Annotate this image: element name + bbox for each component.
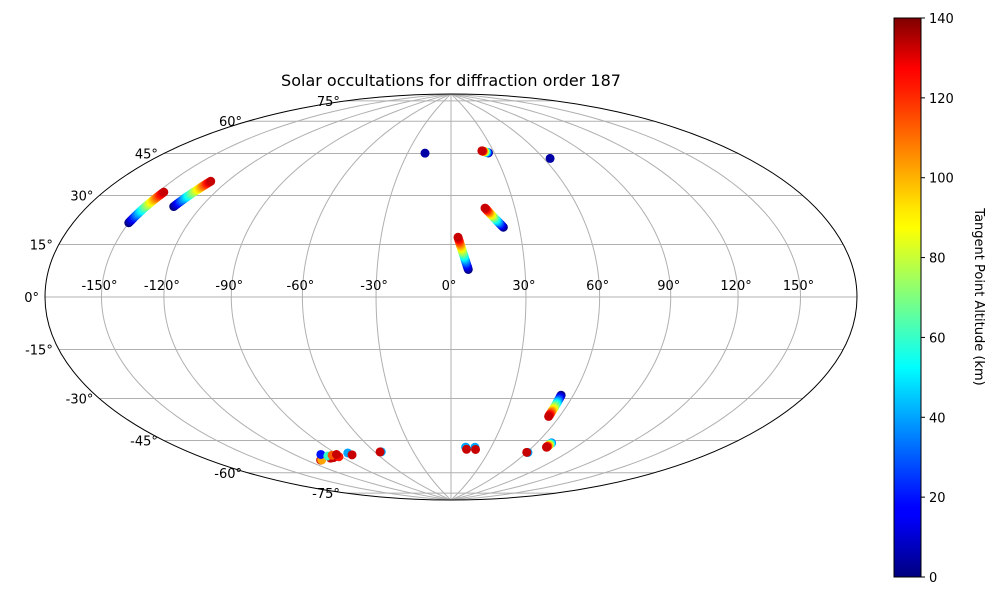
longitude-tick-label: 30°: [512, 279, 535, 294]
latitude-tick-label: -45°: [130, 435, 158, 450]
colorbar-tick-label: 20: [929, 491, 946, 506]
grid-meridian: [450, 94, 802, 500]
latitude-tick-label: 30°: [70, 190, 93, 205]
grid-meridian: [100, 94, 452, 500]
colorbar-ticks: 0 20 40 60 80 100 120 140: [921, 12, 954, 586]
colorbar-tick-label: 100: [929, 172, 954, 187]
occultation-point: [462, 444, 472, 454]
occultation-track-point: [206, 176, 216, 186]
longitude-tick-label: -120°: [144, 279, 180, 294]
latitude-tick-label: -60°: [214, 467, 242, 482]
latitude-tick-label: -15°: [25, 344, 53, 359]
colorbar: 0 20 40 60 80 100 120 140 Tangent Point Altitud…: [893, 12, 986, 586]
latitude-tick-label: 60°: [219, 115, 242, 130]
latitude-tick-label: 15°: [30, 238, 53, 253]
longitude-tick-label: -30°: [360, 279, 388, 294]
occultation-point: [316, 449, 326, 459]
grid-meridian: [301, 94, 452, 500]
occultation-track-point: [453, 232, 463, 242]
longitude-tick-label: -60°: [287, 279, 315, 294]
longitude-tick-label: -150°: [81, 279, 117, 294]
latitude-tick-label: -30°: [66, 393, 94, 408]
latitude-tick-label: 45°: [135, 147, 158, 162]
colorbar-tick-label: 120: [929, 92, 954, 107]
grid-meridian: [450, 94, 601, 500]
colorbar-tick-label: 40: [929, 411, 946, 426]
grid-meridian: [450, 94, 527, 500]
colorbar-tick-label: 80: [929, 252, 946, 267]
occultation-track-point: [480, 203, 490, 213]
colorbar-label: Tangent Point Altitude (km): [971, 207, 986, 385]
longitude-tick-label: -90°: [215, 279, 243, 294]
longitude-tick-label: 60°: [586, 279, 609, 294]
colorbar-gradient: [893, 17, 922, 578]
map-grid: [45, 94, 857, 500]
occultation-point: [332, 450, 341, 460]
occultation-point: [471, 444, 481, 454]
colorbar-tick-label: 140: [929, 12, 954, 27]
occultation-track-point: [542, 442, 552, 452]
colorbar-tick-label: 60: [929, 331, 946, 346]
grid-meridian: [450, 94, 672, 500]
chart-title: Solar occultations for diffraction order…: [281, 71, 621, 90]
tick-labels: -150° -120° -90° -60° -30° 0° 30° 60° 90° 120° 150…: [24, 95, 814, 502]
occultation-point: [545, 153, 555, 163]
longitude-tick-label: 90°: [657, 279, 680, 294]
occultation-track-point: [477, 146, 487, 156]
longitude-tick-label: 0°: [442, 279, 457, 294]
grid-meridian: [230, 94, 452, 500]
longitude-tick-label: 150°: [783, 279, 814, 294]
occultation-track-point: [544, 411, 554, 421]
grid-meridian: [375, 94, 452, 500]
occultation-point: [347, 450, 357, 460]
occultation-point: [420, 148, 430, 158]
latitude-tick-label: 0°: [24, 291, 39, 306]
occultation-track-point: [159, 187, 169, 197]
grid-meridian: [163, 94, 452, 500]
grid-meridian: [450, 94, 739, 500]
colorbar-tick-label: 0: [929, 571, 937, 586]
map-boundary: [44, 93, 858, 501]
occultation-point: [522, 447, 532, 457]
latitude-tick-label: 75°: [317, 95, 340, 110]
latitude-tick-label: -75°: [312, 487, 340, 502]
data-points: [124, 146, 566, 465]
longitude-tick-label: 120°: [720, 279, 751, 294]
occultation-point: [375, 447, 385, 457]
